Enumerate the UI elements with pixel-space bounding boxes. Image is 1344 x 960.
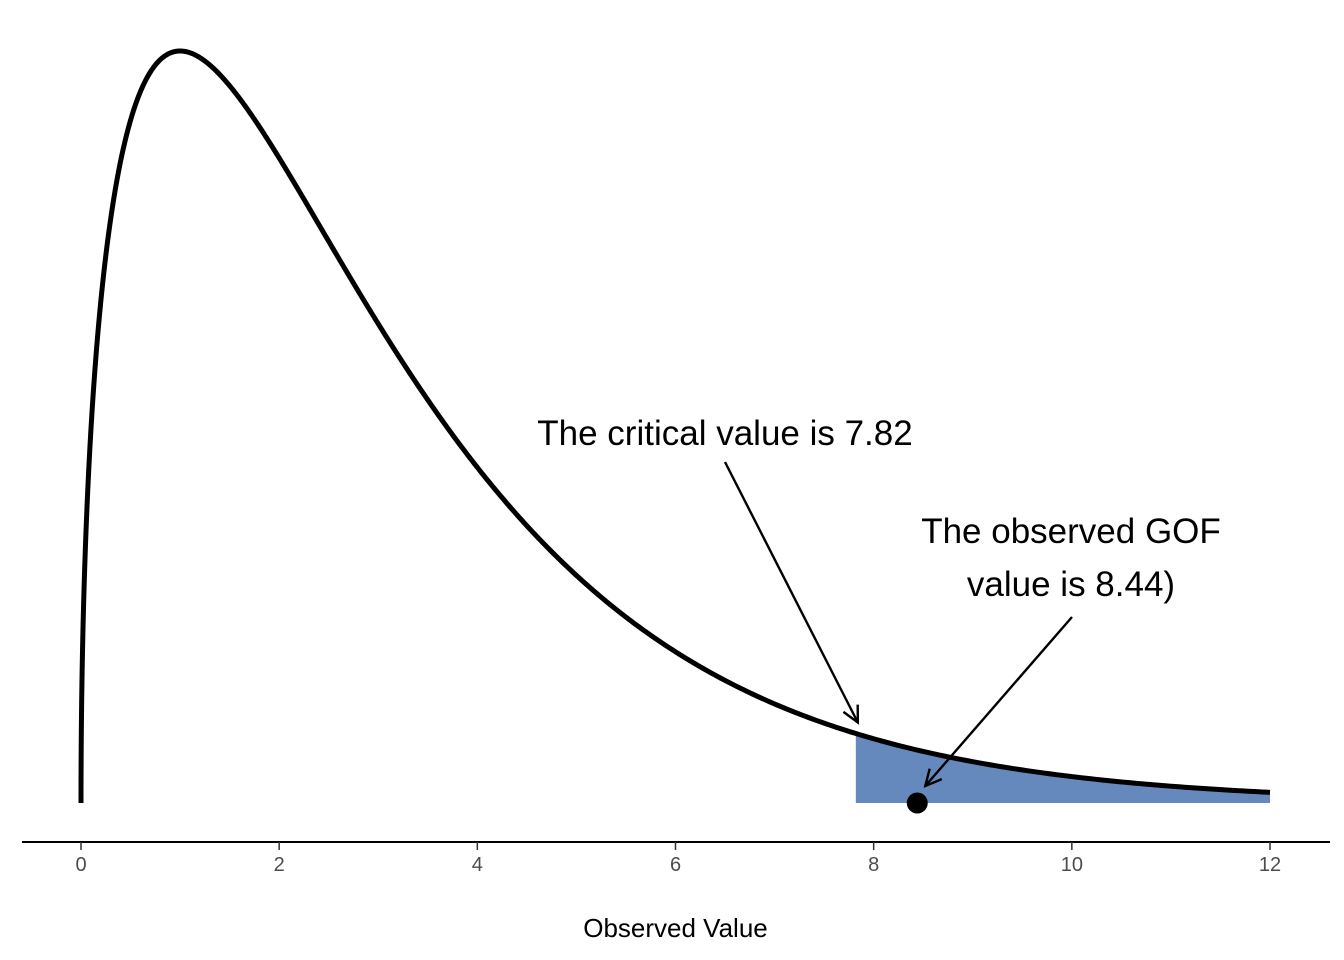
rejection-region-area (855, 733, 1270, 803)
x-tick-label: 0 (75, 854, 86, 876)
x-axis-title: Observed Value (583, 913, 768, 943)
x-tick-label: 6 (670, 854, 681, 876)
x-axis-ticks: 0 2 4 6 8 10 12 (75, 842, 1281, 876)
x-tick-label: 4 (472, 854, 483, 876)
x-tick-label: 12 (1259, 854, 1281, 876)
x-tick-label: 2 (274, 854, 285, 876)
density-curve (78, 48, 1271, 803)
critical-value-annotation: The critical value is 7.82 (537, 414, 912, 453)
x-tick-label: 8 (868, 854, 879, 876)
observed-value-point (906, 792, 928, 814)
critical-value-arrow (723, 461, 858, 723)
x-tick-label: 10 (1061, 854, 1083, 876)
observed-value-arrow (925, 616, 1073, 786)
observed-value-annotation-line-2: value is 8.44) (967, 565, 1175, 604)
observed-value-annotation-line-1: The observed GOF (921, 512, 1221, 551)
